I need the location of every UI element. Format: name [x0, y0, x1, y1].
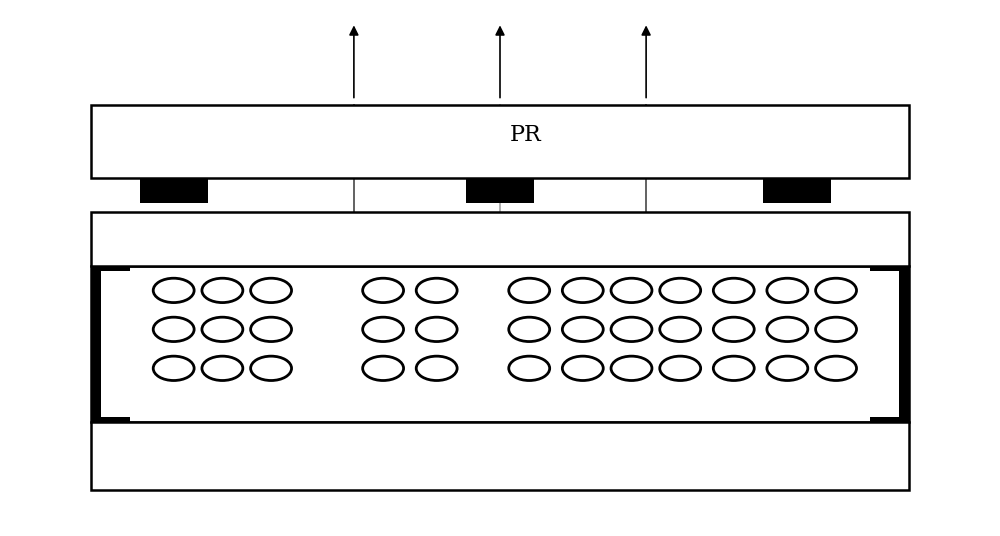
Ellipse shape	[660, 278, 701, 303]
Ellipse shape	[202, 356, 243, 381]
Ellipse shape	[562, 356, 603, 381]
Ellipse shape	[416, 317, 457, 341]
Bar	[466, 178, 534, 203]
Ellipse shape	[713, 356, 754, 381]
Ellipse shape	[251, 278, 292, 303]
Ellipse shape	[363, 356, 404, 381]
Bar	[870, 271, 899, 417]
Ellipse shape	[816, 317, 857, 341]
Bar	[870, 266, 909, 422]
Ellipse shape	[251, 356, 292, 381]
Ellipse shape	[153, 278, 194, 303]
Bar	[91, 266, 130, 422]
Ellipse shape	[713, 278, 754, 303]
Ellipse shape	[611, 356, 652, 381]
Ellipse shape	[767, 356, 808, 381]
Ellipse shape	[363, 317, 404, 341]
Bar	[91, 106, 909, 178]
Ellipse shape	[153, 317, 194, 341]
Ellipse shape	[767, 278, 808, 303]
Ellipse shape	[153, 356, 194, 381]
Ellipse shape	[416, 356, 457, 381]
Ellipse shape	[562, 278, 603, 303]
Text: PR: PR	[510, 124, 541, 146]
Ellipse shape	[767, 317, 808, 341]
Ellipse shape	[416, 278, 457, 303]
Ellipse shape	[562, 317, 603, 341]
Bar	[91, 266, 909, 422]
Bar	[91, 422, 909, 490]
Ellipse shape	[816, 356, 857, 381]
Ellipse shape	[611, 317, 652, 341]
Ellipse shape	[202, 317, 243, 341]
Ellipse shape	[660, 317, 701, 341]
Bar	[763, 178, 831, 203]
Ellipse shape	[660, 356, 701, 381]
Ellipse shape	[611, 278, 652, 303]
Ellipse shape	[816, 278, 857, 303]
Bar	[101, 271, 130, 417]
Ellipse shape	[713, 317, 754, 341]
Bar	[140, 178, 208, 203]
Ellipse shape	[363, 278, 404, 303]
Ellipse shape	[509, 278, 550, 303]
Ellipse shape	[509, 317, 550, 341]
Bar	[91, 212, 909, 266]
Ellipse shape	[251, 317, 292, 341]
Ellipse shape	[202, 278, 243, 303]
Ellipse shape	[509, 356, 550, 381]
